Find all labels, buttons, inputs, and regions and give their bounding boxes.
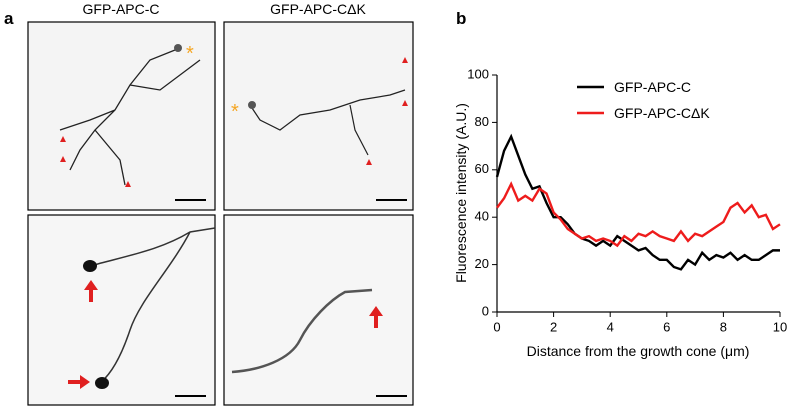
x-tick-label: 0 xyxy=(493,319,500,334)
x-axis-label: Distance from the growth cone (μm) xyxy=(527,343,750,359)
x-tick-label: 4 xyxy=(607,319,614,334)
legend-label: GFP-APC-C xyxy=(614,79,691,95)
micrograph xyxy=(223,214,414,406)
y-tick-label: 60 xyxy=(475,161,489,176)
line-series xyxy=(496,181,781,248)
x-tick-label: 2 xyxy=(550,319,557,334)
column-title: GFP-APC-C xyxy=(83,1,160,17)
panel-label: a xyxy=(4,9,14,28)
x-tick-label: 6 xyxy=(663,319,670,334)
y-tick-label: 20 xyxy=(475,256,489,271)
x-tick-label: 8 xyxy=(720,319,727,334)
micrograph: * xyxy=(223,21,414,211)
x-tick-label: 10 xyxy=(773,319,787,334)
y-tick-label: 0 xyxy=(482,303,489,318)
line-series xyxy=(495,133,780,271)
svg-text:*: * xyxy=(186,43,194,65)
y-tick-label: 80 xyxy=(475,114,489,129)
svg-text:*: * xyxy=(231,101,239,123)
panel-label: b xyxy=(456,9,466,28)
y-tick-label: 40 xyxy=(475,209,489,224)
y-axis-label: Fluorescence intensity (A.U.) xyxy=(453,103,469,283)
legend-label: GFP-APC-CΔK xyxy=(614,105,710,121)
micrograph xyxy=(27,214,216,406)
column-title: GFP-APC-CΔK xyxy=(270,1,366,17)
y-tick-label: 100 xyxy=(467,66,489,81)
micrograph: * xyxy=(27,21,216,211)
